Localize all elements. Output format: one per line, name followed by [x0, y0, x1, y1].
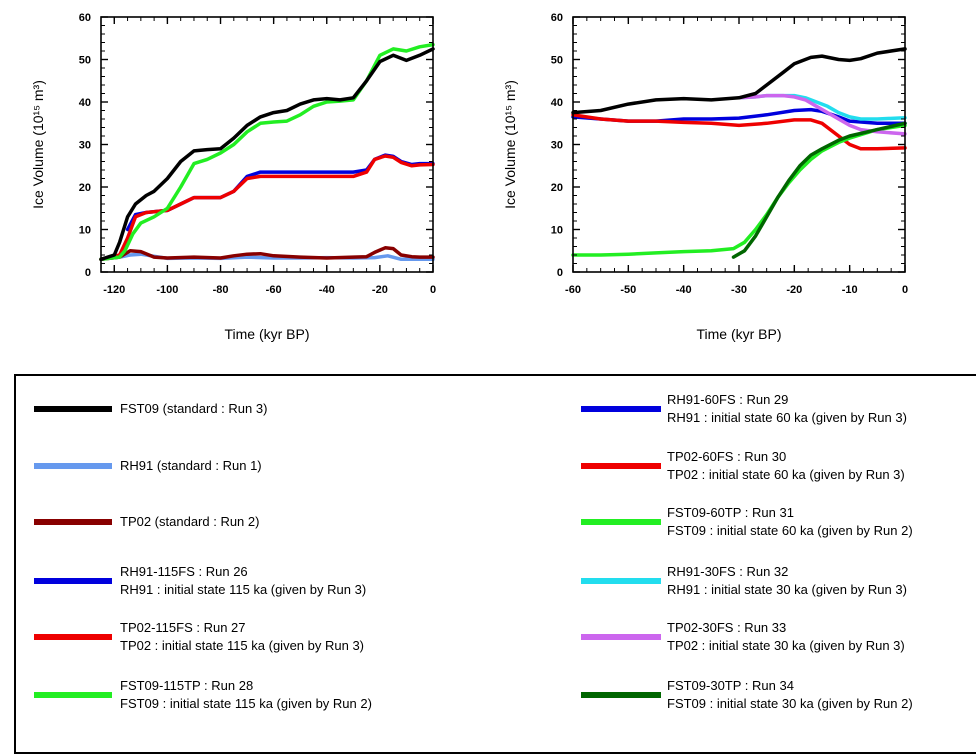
legend-label: RH91-115FS : Run 26	[120, 564, 248, 579]
legend-description: TP02 : initial state 60 ka (given by Run…	[667, 467, 905, 482]
legend-swatch	[34, 519, 112, 525]
legend-swatch	[34, 634, 112, 640]
x-tick-label: -40	[676, 284, 692, 296]
legend-swatch	[581, 519, 661, 525]
series-line-6	[99, 47, 435, 262]
legend-swatch	[581, 406, 661, 412]
legend-description: TP02 : initial state 115 ka (given by Ru…	[120, 638, 364, 653]
series-line-6	[731, 121, 907, 259]
series-line-3	[125, 153, 435, 232]
plot-frame	[572, 16, 906, 273]
y-axis-label: Ice Volume (10¹⁵ m³)	[502, 80, 518, 209]
series-line-1	[99, 252, 435, 262]
x-tick-label: -10	[842, 284, 858, 296]
y-tick-label: 50	[551, 55, 563, 67]
legend-swatch	[581, 634, 661, 640]
y-tick-label: 30	[79, 140, 91, 152]
y-axis-label: Ice Volume (10¹⁵ m³)	[30, 80, 46, 209]
x-axis-label: Time (kyr BP)	[224, 326, 309, 342]
legend-label: TP02-60FS : Run 30	[667, 449, 787, 464]
y-tick-label: 20	[551, 182, 563, 194]
legend-swatch	[34, 578, 112, 584]
legend-label: FST09-30TP : Run 34	[667, 678, 794, 693]
legend-label: FST09 (standard : Run 3)	[120, 401, 268, 416]
legend-description: TP02 : initial state 30 ka (given by Run…	[667, 638, 905, 653]
x-tick-label: -20	[372, 284, 388, 296]
x-tick-label: -20	[786, 284, 802, 296]
legend-swatch	[581, 692, 661, 698]
series-line-4	[99, 154, 435, 262]
x-tick-label: -60	[266, 284, 282, 296]
x-axis-label: Time (kyr BP)	[696, 326, 781, 342]
legend-label: TP02 (standard : Run 2)	[120, 514, 260, 529]
y-tick-label: 30	[551, 140, 563, 152]
y-tick-label: 40	[79, 97, 91, 109]
legend-description: FST09 : initial state 30 ka (given by Ru…	[667, 696, 913, 711]
legend-label: FST09-115TP : Run 28	[120, 678, 254, 693]
legend: FST09 (standard : Run 3) RH91 (standard :…	[14, 374, 976, 754]
legend-label: RH91 (standard : Run 1)	[120, 458, 262, 473]
legend-description: RH91 : initial state 30 ka (given by Run…	[667, 582, 907, 597]
legend-swatch	[34, 692, 112, 698]
x-tick-label: -80	[213, 284, 229, 296]
y-tick-label: 50	[79, 55, 91, 67]
y-tick-label: 60	[79, 12, 91, 24]
y-tick-label: 10	[79, 225, 91, 237]
legend-description: FST09 : initial state 115 ka (given by R…	[120, 696, 372, 711]
x-tick-label: -50	[620, 284, 636, 296]
chart-2: -60 -50 -40 -30 -20 -10 0 0 10 20 30 40 50 60 Time (ky…	[502, 12, 908, 342]
x-tick-label: -120	[103, 284, 125, 296]
chart-1: -120 -100 -80 -60 -40 -20 0 0 10 20 30 40 50 60 Time (…	[30, 12, 436, 342]
x-tick-label: -60	[565, 284, 581, 296]
x-tick-label: 0	[430, 284, 436, 296]
legend-description: FST09 : initial state 60 ka (given by Ru…	[667, 523, 913, 538]
legend-swatch	[34, 463, 112, 469]
legend-description: RH91 : initial state 115 ka (given by Ru…	[120, 582, 367, 597]
legend-swatch	[34, 406, 112, 412]
series-line-5	[99, 42, 435, 262]
x-tick-label: -100	[156, 284, 178, 296]
y-tick-label: 0	[85, 267, 91, 279]
y-tick-label: 0	[557, 267, 563, 279]
legend-label: FST09-60TP : Run 31	[667, 505, 794, 520]
legend-label: TP02-30FS : Run 33	[667, 620, 787, 635]
legend-label: TP02-115FS : Run 27	[120, 620, 246, 635]
series-line-5	[737, 93, 907, 136]
x-tick-label: 0	[902, 284, 908, 296]
series-line-2	[571, 113, 907, 151]
legend-description: RH91 : initial state 60 ka (given by Run…	[667, 410, 907, 425]
y-tick-label: 10	[551, 225, 563, 237]
legend-swatch	[581, 463, 661, 469]
y-tick-label: 20	[79, 182, 91, 194]
y-tick-label: 40	[551, 97, 563, 109]
x-tick-label: -40	[319, 284, 335, 296]
legend-label: RH91-30FS : Run 32	[667, 564, 789, 579]
series-line-7	[571, 47, 907, 115]
legend-swatch	[581, 578, 661, 584]
x-tick-label: -30	[731, 284, 747, 296]
legend-label: RH91-60FS : Run 29	[667, 392, 789, 407]
series-line-2	[99, 246, 435, 262]
y-tick-label: 60	[551, 12, 563, 24]
